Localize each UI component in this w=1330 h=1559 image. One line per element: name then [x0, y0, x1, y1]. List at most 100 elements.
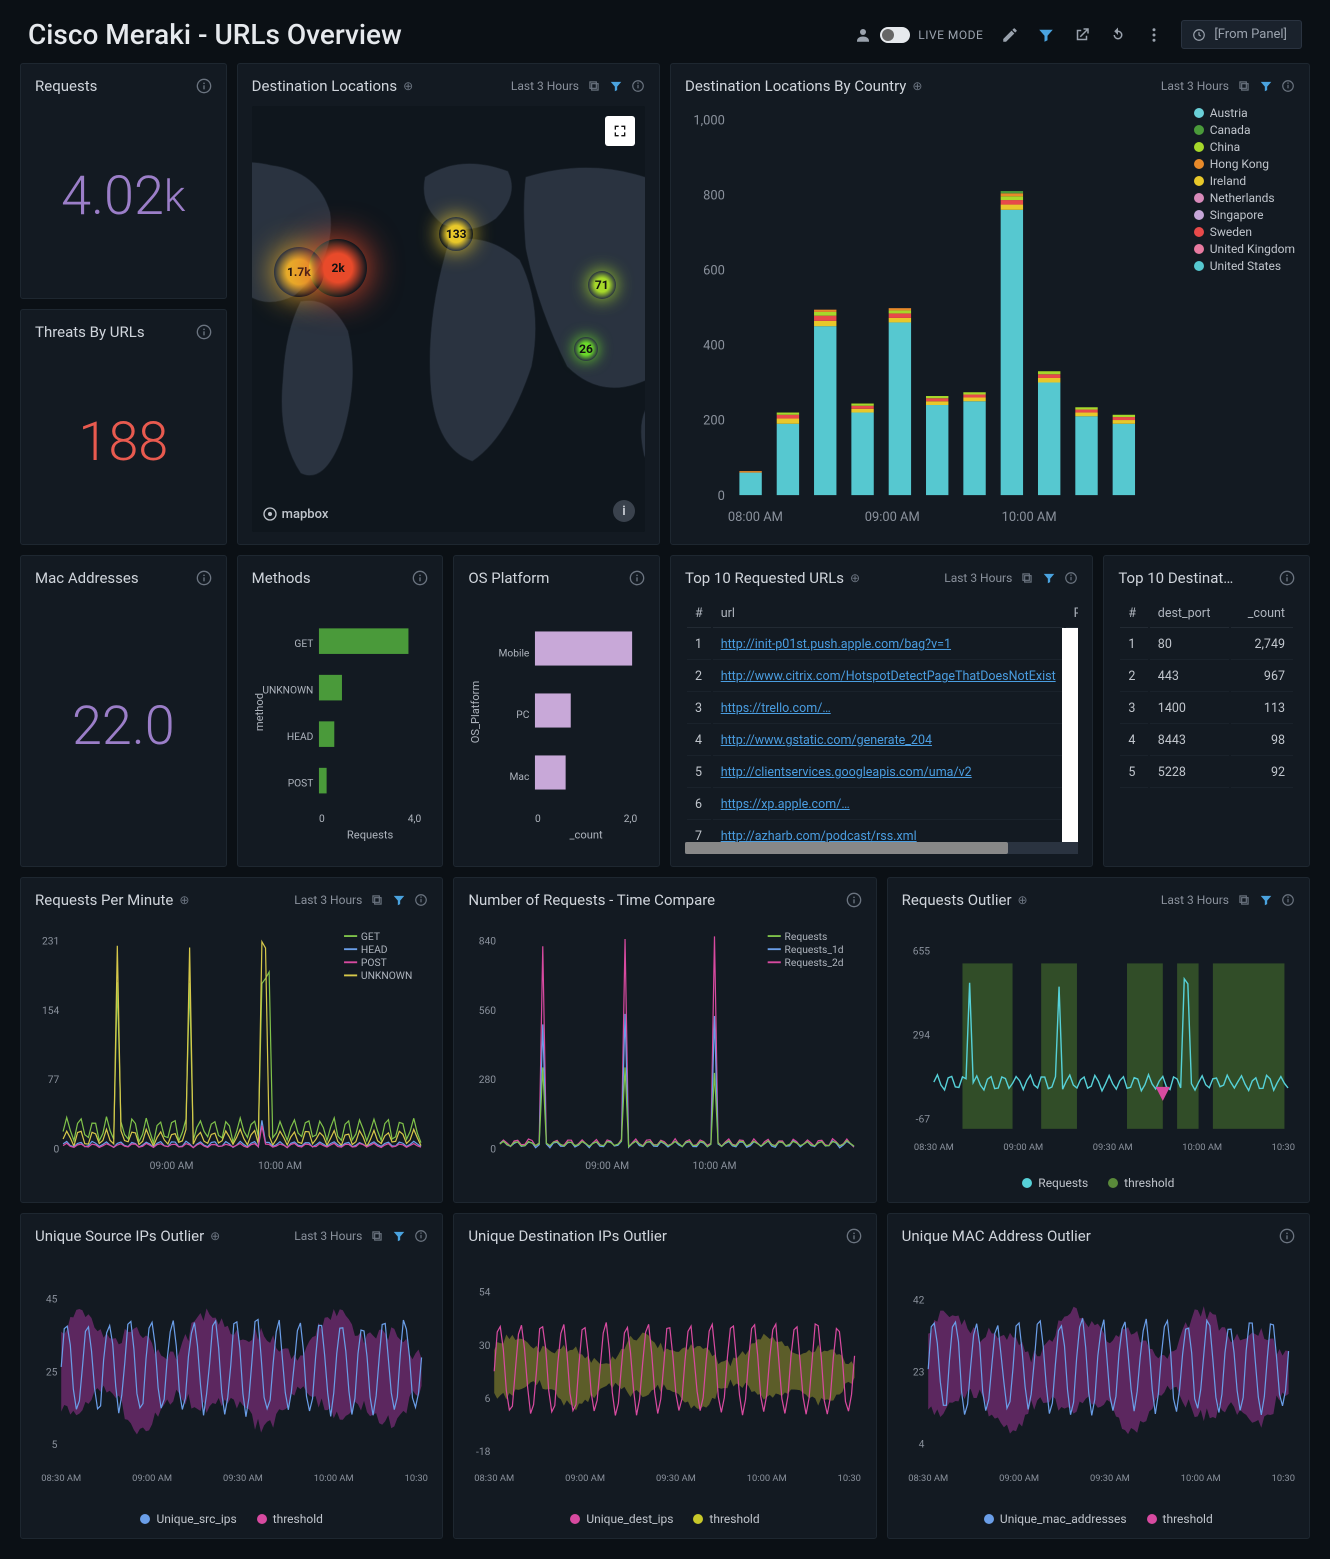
info-icon[interactable] — [629, 570, 645, 586]
table-row[interactable]: 5522892 — [1120, 758, 1293, 788]
filter-icon[interactable] — [392, 893, 406, 907]
table-row[interactable]: 2http://www.citrix.com/HotspotDetectPage… — [687, 662, 1078, 692]
legend-item[interactable]: Requests — [1022, 1176, 1088, 1190]
magnify-icon[interactable]: ⊕ — [1018, 893, 1028, 907]
copy-icon[interactable] — [370, 1229, 384, 1243]
legend-item[interactable]: threshold — [257, 1512, 323, 1526]
table-row[interactable]: 2443967 — [1120, 662, 1293, 692]
magnify-icon[interactable]: ⊕ — [210, 1229, 220, 1243]
url-link[interactable]: http://clientservices.googleapis.com/uma… — [721, 765, 972, 780]
svg-text:UNKNOWN: UNKNOWN — [361, 969, 412, 982]
filter-icon[interactable] — [609, 79, 623, 93]
legend-item[interactable]: Hong Kong — [1194, 157, 1295, 171]
map-hotspot[interactable]: 26 — [574, 337, 598, 361]
url-link[interactable]: https://xp.apple.com/… — [721, 797, 850, 812]
legend-item[interactable]: Singapore — [1194, 208, 1295, 222]
refresh-icon[interactable] — [1109, 26, 1127, 44]
legend-item[interactable]: Ireland — [1194, 174, 1295, 188]
info-icon[interactable] — [196, 570, 212, 586]
legend-item[interactable]: threshold — [1147, 1512, 1213, 1526]
legend-item[interactable]: threshold — [693, 1512, 759, 1526]
copy-icon[interactable] — [1237, 893, 1251, 907]
table-row[interactable]: 1802,749 — [1120, 630, 1293, 660]
info-icon[interactable] — [1279, 1228, 1295, 1244]
table-row[interactable]: 31400113 — [1120, 694, 1293, 724]
info-icon[interactable] — [1281, 79, 1295, 93]
svg-text:200: 200 — [703, 414, 725, 429]
expand-icon[interactable] — [605, 116, 635, 146]
magnify-icon[interactable]: ⊕ — [850, 571, 860, 585]
info-icon[interactable] — [631, 79, 645, 93]
filter-icon[interactable] — [392, 1229, 406, 1243]
url-link[interactable]: http://init-p01st.push.apple.com/bag?v=1 — [721, 637, 951, 652]
table-row[interactable]: 5http://clientservices.googleapis.com/um… — [687, 758, 1078, 788]
edit-icon[interactable] — [1001, 26, 1019, 44]
svg-text:POST: POST — [287, 779, 313, 790]
magnify-icon[interactable]: ⊕ — [912, 79, 922, 93]
info-icon[interactable] — [414, 1229, 428, 1243]
svg-text:08:30 AM: 08:30 AM — [908, 1474, 948, 1485]
copy-icon[interactable] — [1020, 571, 1034, 585]
url-link[interactable]: http://www.citrix.com/HotspotDetectPageT… — [721, 669, 1056, 684]
table-row[interactable]: 1http://init-p01st.push.apple.com/bag?v=… — [687, 630, 1078, 660]
filter-icon[interactable] — [1259, 79, 1273, 93]
legend-item[interactable]: Unique_src_ips — [140, 1512, 236, 1526]
legend-item[interactable]: United Kingdom — [1194, 242, 1295, 256]
info-icon[interactable] — [1279, 570, 1295, 586]
legend-item[interactable]: Netherlands — [1194, 191, 1295, 205]
info-icon[interactable] — [414, 893, 428, 907]
info-icon[interactable] — [1064, 571, 1078, 585]
svg-text:0: 0 — [718, 489, 725, 504]
svg-text:6: 6 — [485, 1392, 491, 1405]
svg-text:08:00 AM: 08:00 AM — [728, 510, 783, 525]
url-link[interactable]: http://www.gstatic.com/generate_204 — [721, 733, 932, 748]
legend-item[interactable]: United States — [1194, 259, 1295, 273]
legend-item[interactable]: Austria — [1194, 106, 1295, 120]
copy-icon[interactable] — [1237, 79, 1251, 93]
svg-text:800: 800 — [703, 188, 725, 203]
legend-item[interactable]: Sweden — [1194, 225, 1295, 239]
filter-icon[interactable] — [1037, 26, 1055, 44]
copy-icon[interactable] — [370, 893, 384, 907]
clock-icon — [1192, 28, 1206, 42]
map[interactable]: 1.7k2k1337126 mapbox i — [252, 106, 645, 532]
magnify-icon[interactable]: ⊕ — [403, 79, 413, 93]
map-hotspot[interactable]: 71 — [588, 271, 616, 299]
url-link[interactable]: https://trello.com/… — [721, 701, 831, 716]
legend-item[interactable]: Unique_dest_ips — [570, 1512, 673, 1526]
share-icon[interactable] — [1073, 26, 1091, 44]
info-icon[interactable] — [1281, 893, 1295, 907]
magnify-icon[interactable]: ⊕ — [179, 893, 189, 907]
map-hotspot[interactable]: 133 — [439, 217, 473, 251]
legend-item[interactable]: threshold — [1108, 1176, 1174, 1190]
panel-title: Top 10 Destinat… — [1118, 569, 1279, 587]
req-outlier-legend: Requests threshold — [902, 1176, 1295, 1190]
live-mode: LIVE MODE — [854, 26, 983, 44]
table-row[interactable]: 3https://trello.com/…3 — [687, 694, 1078, 724]
info-icon[interactable] — [412, 570, 428, 586]
table-row[interactable]: 4844398 — [1120, 726, 1293, 756]
legend-item[interactable]: China — [1194, 140, 1295, 154]
svg-text:Mac: Mac — [510, 773, 530, 784]
filter-icon[interactable] — [1042, 571, 1056, 585]
live-mode-toggle[interactable] — [880, 27, 910, 43]
filter-icon[interactable] — [1259, 893, 1273, 907]
horizontal-scrollbar[interactable] — [685, 842, 1078, 854]
info-icon[interactable] — [196, 78, 212, 94]
panel-title: Mac Addresses — [35, 569, 196, 587]
info-icon[interactable] — [196, 324, 212, 340]
time-compare-panel: Number of Requests - Time Compare 028056… — [453, 877, 876, 1203]
svg-text:25: 25 — [46, 1366, 58, 1379]
copy-icon[interactable] — [587, 79, 601, 93]
info-icon[interactable] — [846, 1228, 862, 1244]
more-icon[interactable] — [1145, 26, 1163, 44]
table-row[interactable]: 4http://www.gstatic.com/generate_2042 — [687, 726, 1078, 756]
dst-ips-panel: Unique Destination IPs Outlier -18630540… — [453, 1213, 876, 1539]
legend-item[interactable]: Unique_mac_addresses — [984, 1512, 1127, 1526]
map-hotspot[interactable]: 2k — [309, 239, 367, 297]
time-range-selector[interactable]: [From Panel] — [1181, 20, 1302, 49]
table-row[interactable]: 6https://xp.apple.com/…2 — [687, 790, 1078, 820]
legend-item[interactable]: Canada — [1194, 123, 1295, 137]
info-icon[interactable] — [846, 892, 862, 908]
vertical-scrollbar[interactable] — [1062, 628, 1078, 842]
